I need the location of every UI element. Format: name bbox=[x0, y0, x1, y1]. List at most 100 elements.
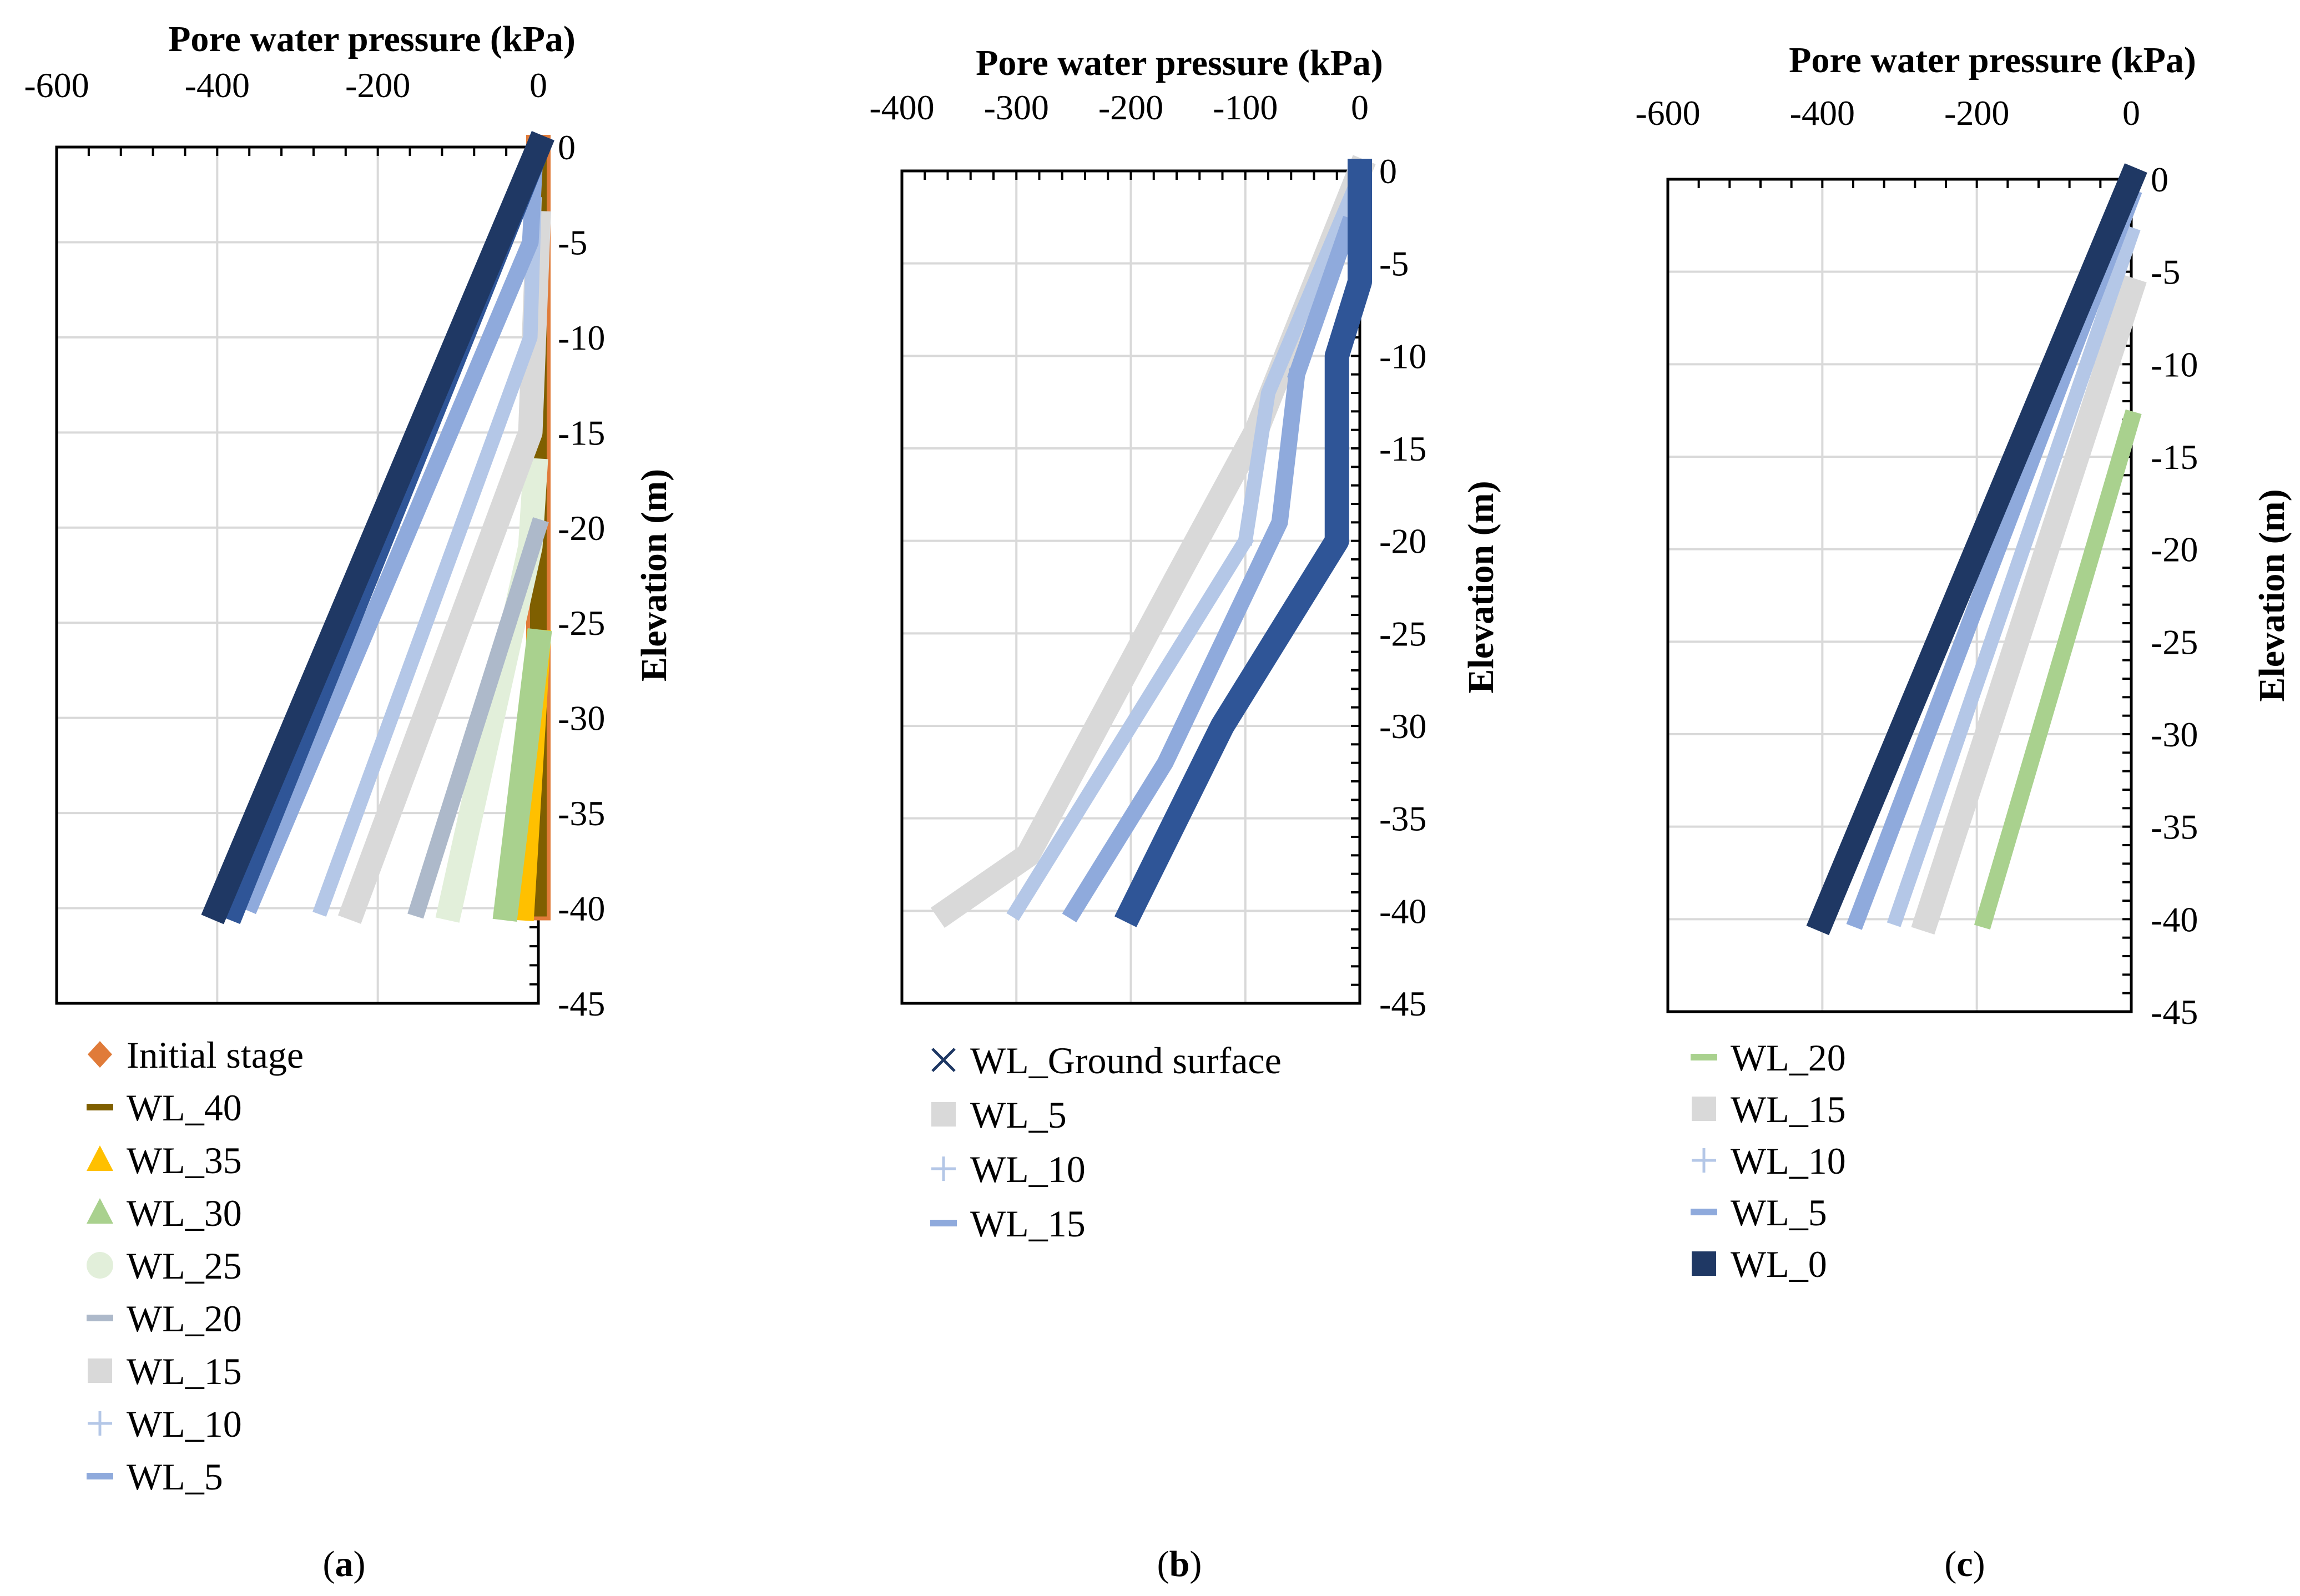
legend-label: WL_5 bbox=[127, 1456, 223, 1498]
series-line-wl-ground-surface bbox=[201, 131, 554, 925]
caption-c: (c) bbox=[1944, 1544, 1985, 1584]
panel-b: Pore water pressure (kPa)-400 -300 -200 -10… bbox=[869, 43, 1501, 1245]
caption-c-letter: c bbox=[1956, 1544, 1973, 1584]
y-tick-label: -30 bbox=[2151, 715, 2198, 754]
legend-label: WL_30 bbox=[127, 1192, 242, 1234]
x-tick-label: -600 bbox=[24, 65, 89, 105]
legend-marker-dash-icon bbox=[1691, 1209, 1717, 1215]
y-tick-label: -40 bbox=[1379, 891, 1426, 931]
series-line-wl-15 bbox=[1062, 215, 1359, 922]
legend-label: WL_35 bbox=[127, 1139, 242, 1181]
legend-marker-square-icon bbox=[931, 1102, 956, 1127]
y-tick-label: -45 bbox=[558, 984, 605, 1023]
y-tick-label: -20 bbox=[558, 508, 605, 548]
x-tick-label: -400 bbox=[869, 88, 934, 127]
legend-label: WL_15 bbox=[1731, 1088, 1846, 1130]
legend-label: Initial stage bbox=[127, 1034, 304, 1076]
x-tick-label: -300 bbox=[984, 88, 1049, 127]
legend-label: WL_10 bbox=[970, 1148, 1086, 1190]
x-tick-label: 0 bbox=[529, 65, 547, 105]
x-tick-label: -200 bbox=[1944, 93, 2009, 133]
x-axis-title: Pore water pressure (kPa) bbox=[976, 43, 1383, 83]
y-tick-label: -35 bbox=[558, 794, 605, 833]
y-tick-label: -25 bbox=[1379, 614, 1426, 653]
legend-marker-square-icon bbox=[1692, 1097, 1716, 1121]
x-tick-label: 0 bbox=[2122, 93, 2140, 133]
series-line-wl-30 bbox=[492, 628, 552, 922]
y-tick-label: -10 bbox=[1379, 336, 1426, 376]
series-line-wl-0 bbox=[1806, 163, 2147, 936]
series-line-wl-15 bbox=[1911, 275, 2147, 935]
legend: Initial stage WL_40 WL_35 WL_30 WL_25 WL_20 WL… bbox=[87, 1034, 304, 1498]
legend-marker-diamond-icon bbox=[88, 1041, 112, 1068]
y-tick-label: -10 bbox=[558, 318, 605, 357]
y-tick-label: -30 bbox=[558, 699, 605, 738]
legend-marker-square-icon bbox=[1692, 1251, 1716, 1276]
legend-label: WL_5 bbox=[1731, 1191, 1827, 1234]
legend-marker-triangle-icon bbox=[87, 1198, 113, 1224]
y-tick-label: -25 bbox=[2151, 622, 2198, 661]
y-axis-title: Elevation (m) bbox=[634, 469, 674, 681]
caption-a: (a) bbox=[323, 1544, 366, 1584]
series-line-wl-20 bbox=[1114, 159, 1372, 927]
caption-b: (b) bbox=[1157, 1544, 1202, 1584]
legend: WL_20 WL_15 WL_10 WL_5 WL_0 bbox=[1691, 1037, 1846, 1285]
y-tick-label: -45 bbox=[1379, 984, 1426, 1023]
legend-label: WL_10 bbox=[127, 1403, 242, 1445]
series-line-wl-10 bbox=[1887, 225, 2141, 928]
caption-a-letter: a bbox=[335, 1544, 354, 1584]
y-tick-label: 0 bbox=[558, 128, 576, 167]
series-line-wl-20 bbox=[407, 517, 549, 919]
legend-label: WL_0 bbox=[1731, 1243, 1827, 1285]
legend-label: WL_10 bbox=[1731, 1140, 1846, 1182]
plot-frame bbox=[1666, 178, 2133, 1013]
x-axis-title: Pore water pressure (kPa) bbox=[1789, 40, 2196, 80]
legend-marker-x-icon bbox=[931, 1048, 956, 1072]
y-tick-label: -10 bbox=[2151, 345, 2198, 384]
minor-ticks bbox=[901, 170, 1361, 1004]
y-tick-label: 0 bbox=[1379, 151, 1397, 191]
y-tick-label: -20 bbox=[1379, 522, 1426, 561]
legend-marker-circle-icon bbox=[87, 1252, 113, 1279]
y-tick-label: -40 bbox=[558, 889, 605, 928]
x-tick-label: -600 bbox=[1635, 93, 1700, 133]
legend-label: WL_40 bbox=[127, 1087, 242, 1129]
y-tick-label: -40 bbox=[2151, 900, 2198, 939]
legend-label: WL_20 bbox=[1731, 1037, 1846, 1079]
x-axis-title: Pore water pressure (kPa) bbox=[168, 19, 576, 59]
y-tick-label: -35 bbox=[1379, 799, 1426, 839]
series-line-wl-20 bbox=[1974, 409, 2142, 930]
y-axis-title: Elevation (m) bbox=[1461, 481, 1501, 693]
legend-marker-plus-icon bbox=[931, 1156, 956, 1181]
legend: WL_Ground surface WL_5 WL_10 WL_15 bbox=[930, 1039, 1282, 1245]
y-tick-label: -5 bbox=[2151, 252, 2180, 292]
x-tick-label: -200 bbox=[345, 65, 410, 105]
x-tick-label: -100 bbox=[1213, 88, 1278, 127]
y-tick-label: -15 bbox=[2151, 437, 2198, 477]
legend-marker-dash-icon bbox=[87, 1315, 113, 1321]
legend-label: WL_Ground surface bbox=[970, 1039, 1282, 1082]
y-tick-label: -5 bbox=[1379, 244, 1409, 284]
gridlines bbox=[901, 170, 1361, 1004]
y-tick-label: -30 bbox=[1379, 706, 1426, 746]
x-tick-label: -400 bbox=[185, 65, 250, 105]
legend-label: WL_20 bbox=[127, 1297, 242, 1340]
legend-marker-plus-icon bbox=[88, 1411, 112, 1436]
legend-label: WL_25 bbox=[127, 1245, 242, 1287]
y-tick-label: -15 bbox=[558, 413, 605, 452]
x-tick-label: -200 bbox=[1098, 88, 1163, 127]
legend-label: WL_15 bbox=[970, 1203, 1086, 1245]
panel-a: Pore water pressure (kPa) -600 -400 -200 00 -… bbox=[24, 19, 674, 1498]
legend-marker-dash-icon bbox=[930, 1220, 957, 1226]
y-tick-label: -25 bbox=[558, 603, 605, 643]
legend-marker-triangle-icon bbox=[87, 1145, 113, 1171]
y-tick-label: -5 bbox=[558, 223, 587, 262]
legend-label: WL_15 bbox=[127, 1350, 242, 1392]
caption-b-letter: b bbox=[1169, 1544, 1190, 1584]
legend-marker-plus-icon bbox=[1692, 1148, 1716, 1173]
y-axis-title: Elevation (m) bbox=[2252, 489, 2292, 701]
y-tick-label: -45 bbox=[2151, 992, 2198, 1032]
x-tick-label: 0 bbox=[1351, 88, 1369, 127]
panel-c: Pore water pressure (kPa) -600 -400 -200 00 -… bbox=[1635, 40, 2292, 1285]
x-tick-label: -400 bbox=[1790, 93, 1855, 133]
